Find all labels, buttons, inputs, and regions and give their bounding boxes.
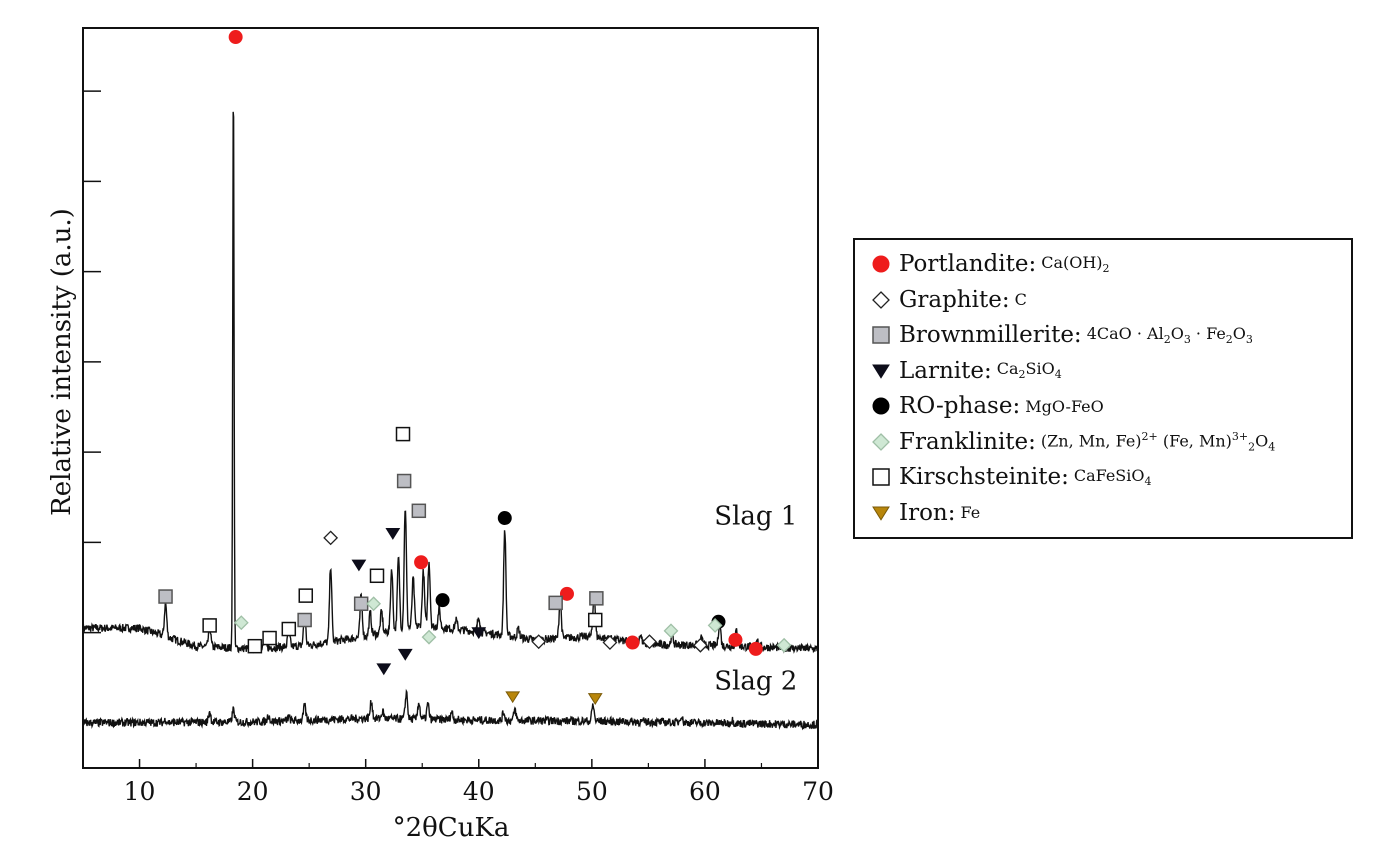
marker-graphite-3: [602, 635, 618, 650]
legend-marker-icon: [869, 394, 893, 418]
marker-larnite-3: [385, 527, 401, 540]
marker-iron-2: [587, 693, 603, 705]
marker-franklinite-4: [663, 623, 679, 639]
y-axis-title: Relative intensity (a.u.): [47, 208, 77, 516]
x-tick-label-70: 70: [802, 777, 834, 806]
legend-marker-icon: [869, 501, 893, 525]
legend-marker-shape: [872, 364, 890, 379]
x-tick-label-10: 10: [124, 777, 156, 806]
legend-marker-icon: [869, 465, 893, 489]
series-label-1: Slag 1: [714, 501, 797, 531]
marker-kirschsteinite-5: [298, 588, 314, 603]
x-tick-label-60: 60: [689, 777, 721, 806]
marker-portlandite-1: [228, 30, 243, 45]
marker-kirschsteinite-4: [281, 621, 297, 637]
legend-marker-shape: [872, 290, 890, 309]
legend-name: Brownmillerite:: [899, 322, 1082, 348]
x-tick-label-40: 40: [463, 777, 495, 806]
marker-brownmillerite-5: [411, 503, 427, 519]
x-tick-label-50: 50: [576, 777, 608, 806]
x-tick-label-30: 30: [350, 777, 382, 806]
marker-ro-phase-2: [497, 511, 512, 526]
marker-kirschsteinite-3: [262, 630, 277, 646]
legend-name: Larnite:: [899, 357, 992, 384]
marker-brownmillerite-4: [396, 473, 412, 489]
legend-marker-icon: [869, 288, 893, 312]
plot-frame: [82, 27, 819, 769]
legend-item-graphite: Graphite: C: [869, 285, 1027, 315]
marker-brownmillerite-2: [297, 612, 312, 628]
legend: Portlandite: Ca(OH)2 Graphite: C Brownmiller…: [853, 238, 1353, 539]
marker-larnite-5: [471, 627, 487, 640]
legend-formula: MgO-FeO: [1025, 396, 1104, 416]
marker-kirschsteinite-8: [587, 612, 603, 628]
x-axis-title: °2θCuKa: [393, 813, 510, 843]
marker-portlandite-2: [414, 555, 429, 570]
marker-kirschsteinite-2: [247, 638, 263, 654]
marker-larnite-2: [376, 663, 392, 676]
marker-franklinite-3: [421, 629, 437, 645]
marker-brownmillerite-6: [548, 595, 563, 611]
marker-kirschsteinite-7: [395, 426, 411, 442]
marker-graphite-2: [531, 634, 547, 650]
legend-name: Franklinite:: [899, 428, 1036, 455]
marker-brownmillerite-7: [589, 591, 604, 606]
plot-area: 10 20 30 40 50 60 70 Slag 1 Slag 2: [82, 27, 834, 806]
marker-brownmillerite-3: [353, 596, 369, 612]
marker-iron-1: [505, 691, 521, 704]
legend-marker-icon: [869, 430, 893, 454]
legend-name: Graphite:: [899, 286, 1010, 313]
legend-item-larnite: Larnite: Ca2SiO4: [869, 356, 1062, 386]
legend-marker-shape: [872, 326, 890, 344]
legend-marker-shape: [872, 255, 890, 273]
marker-brownmillerite-1: [158, 589, 173, 604]
legend-marker-shape: [872, 397, 890, 415]
x-tick-label-20: 20: [237, 777, 269, 806]
marker-kirschsteinite-1: [202, 618, 217, 633]
marker-graphite-4: [642, 634, 657, 650]
legend-formula: CaFeSiO4: [1073, 465, 1152, 489]
marker-graphite-5: [692, 637, 708, 653]
legend-name: RO-phase:: [899, 393, 1021, 419]
legend-name: Kirschsteinite:: [899, 464, 1069, 490]
marker-franklinite-2: [366, 596, 382, 612]
legend-item-franklinite: Franklinite: (Zn, Mn, Fe)2+ (Fe, Mn)3+2O4: [869, 427, 1275, 457]
legend-name: Portlandite:: [899, 251, 1037, 277]
marker-portlandite-3: [559, 586, 574, 601]
marker-graphite-1: [323, 530, 339, 546]
legend-marker-shape: [872, 506, 890, 521]
legend-marker-icon: [869, 323, 893, 347]
legend-formula: C: [1014, 290, 1027, 309]
legend-formula: Ca(OH)2: [1041, 252, 1110, 276]
legend-marker-icon: [869, 359, 893, 383]
legend-item-brownmillerite: Brownmillerite: 4CaO · Al2O3 · Fe2O3: [869, 320, 1253, 350]
legend-marker-shape: [872, 432, 890, 451]
legend-formula: Fe: [960, 503, 981, 522]
marker-larnite-4: [397, 648, 413, 661]
legend-marker-icon: [869, 252, 893, 276]
series-line-2: [82, 688, 819, 731]
series-label-2: Slag 2: [714, 666, 797, 696]
legend-item-ro-phase: RO-phase: MgO-FeO: [869, 391, 1104, 421]
legend-item-iron: Iron: Fe: [869, 498, 980, 528]
marker-ro-phase-1: [435, 593, 450, 608]
legend-formula: Ca2SiO4: [996, 359, 1062, 382]
marker-franklinite-6: [776, 637, 792, 653]
legend-item-kirschsteinite: Kirschsteinite: CaFeSiO4: [869, 462, 1152, 492]
legend-formula: 4CaO · Al2O3 · Fe2O3: [1086, 323, 1253, 347]
legend-formula: (Zn, Mn, Fe)2+ (Fe, Mn)3+2O4: [1040, 429, 1276, 454]
legend-marker-shape: [872, 468, 890, 486]
marker-franklinite-5: [707, 617, 723, 633]
marker-franklinite-1: [233, 615, 249, 631]
legend-name: Iron:: [899, 499, 956, 526]
legend-item-portlandite: Portlandite: Ca(OH)2: [869, 249, 1110, 279]
marker-portlandite-6: [748, 641, 763, 656]
series-line-1: [82, 111, 819, 654]
marker-larnite-1: [351, 559, 367, 572]
marker-portlandite-4: [625, 635, 640, 650]
marker-kirschsteinite-6: [369, 568, 385, 584]
marker-portlandite-5: [728, 632, 743, 647]
